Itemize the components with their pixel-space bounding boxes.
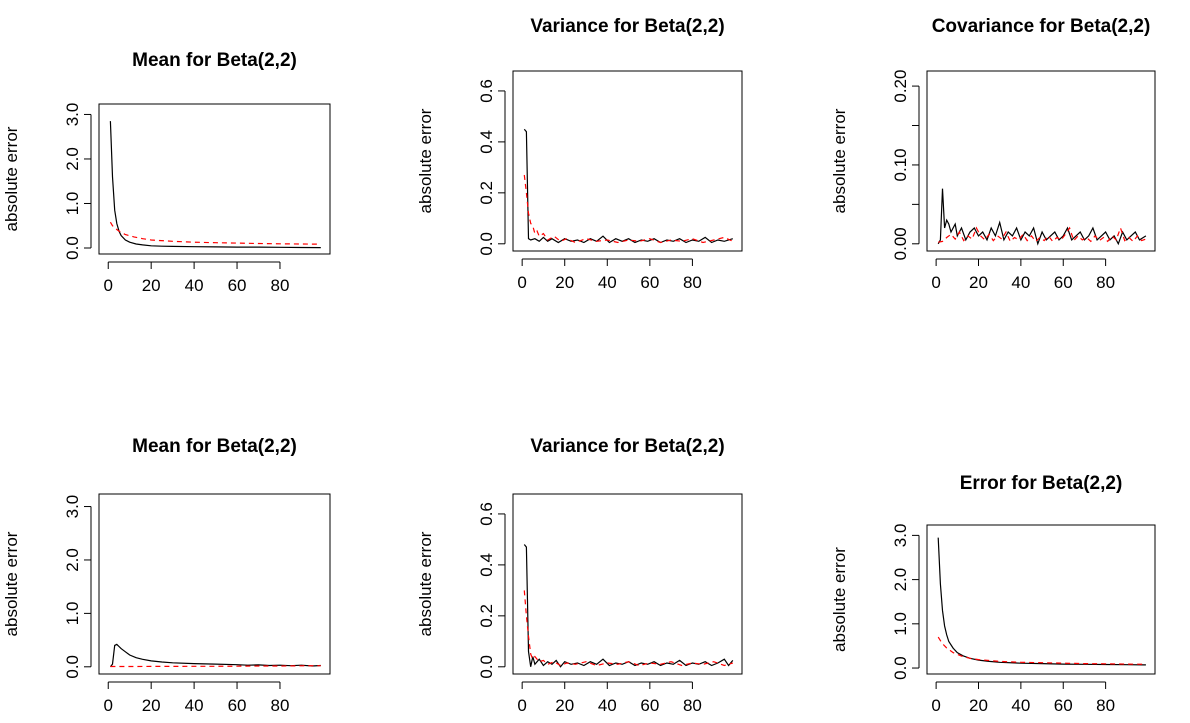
y-axis-label: absolute error bbox=[830, 547, 849, 652]
chart-title: Covariance for Beta(2,2) bbox=[932, 16, 1151, 37]
y-axis-label: absolute error bbox=[830, 108, 849, 213]
y-tick-label: 2.0 bbox=[63, 147, 82, 171]
series-line-solid bbox=[937, 537, 1146, 666]
x-tick-label: 80 bbox=[683, 696, 702, 715]
chart-panel-2: Variance for Beta(2,2) absolute error 0 20 4… bbox=[416, 16, 743, 292]
x-tick-label: 60 bbox=[228, 696, 247, 715]
x-tick-label: 40 bbox=[185, 276, 204, 295]
x-tick-label: 20 bbox=[969, 696, 988, 715]
x-tick-label: 80 bbox=[1096, 696, 1115, 715]
y-tick-label: 3.0 bbox=[63, 103, 82, 127]
x-tick-label: 80 bbox=[683, 273, 702, 292]
y-tick-label: 3.0 bbox=[891, 524, 910, 548]
y-axis-label: absolute error bbox=[416, 531, 435, 636]
y-tick-label: 1.0 bbox=[63, 192, 82, 216]
plot-frame bbox=[512, 70, 743, 252]
x-tick-label: 0 bbox=[104, 276, 113, 295]
series-line-solid bbox=[109, 643, 321, 668]
y-axis-label: absolute error bbox=[2, 531, 21, 636]
y-axis-label: absolute error bbox=[2, 126, 21, 231]
chart-panel-3: Covariance for Beta(2,2) absolute error 0 2… bbox=[830, 16, 1156, 292]
chart-panel-1: Mean for Beta(2,2) absolute error 0 20 40 60 8… bbox=[2, 50, 331, 295]
y-tick-label: 0.0 bbox=[63, 655, 82, 679]
y-tick-label: 0.0 bbox=[477, 232, 496, 256]
x-tick-label: 80 bbox=[271, 696, 290, 715]
plot-frame bbox=[98, 103, 331, 255]
x-tick-label: 20 bbox=[969, 273, 988, 292]
y-tick-label: 0.2 bbox=[477, 181, 496, 205]
y-tick-label: 0.0 bbox=[891, 656, 910, 680]
plot-frame bbox=[512, 493, 743, 675]
x-tick-label: 60 bbox=[640, 696, 659, 715]
x-tick-label: 0 bbox=[931, 696, 940, 715]
series-line-dashed bbox=[109, 221, 321, 245]
y-tick-label: 2.0 bbox=[63, 548, 82, 572]
y-tick-label: 0.4 bbox=[477, 553, 496, 577]
plot-frame bbox=[926, 524, 1156, 675]
x-tick-label: 80 bbox=[1096, 273, 1115, 292]
series-line-solid bbox=[937, 188, 1147, 246]
y-tick-label: 2.0 bbox=[891, 568, 910, 592]
series-line-dashed bbox=[523, 590, 733, 667]
x-tick-label: 20 bbox=[142, 696, 161, 715]
x-tick-label: 0 bbox=[931, 273, 940, 292]
chart-title: Mean for Beta(2,2) bbox=[132, 50, 297, 71]
x-tick-label: 20 bbox=[555, 273, 574, 292]
plot-frame bbox=[98, 493, 331, 675]
x-tick-label: 0 bbox=[104, 696, 113, 715]
y-tick-label: 0.4 bbox=[477, 130, 496, 154]
chart-panel-5: Variance for Beta(2,2) absolute error 0 20 4… bbox=[416, 436, 743, 715]
y-tick-label: 1.0 bbox=[891, 612, 910, 636]
chart-panel-6: Error for Beta(2,2) absolute error 0 20 40 60… bbox=[830, 473, 1156, 715]
x-tick-label: 0 bbox=[517, 273, 526, 292]
x-tick-label: 0 bbox=[517, 696, 526, 715]
series-line-solid bbox=[109, 121, 321, 249]
chart-title: Error for Beta(2,2) bbox=[960, 473, 1123, 494]
series-line-dashed bbox=[523, 174, 734, 244]
y-tick-label: 0.00 bbox=[891, 227, 910, 260]
y-tick-label: 0.20 bbox=[891, 70, 910, 103]
x-tick-label: 20 bbox=[555, 696, 574, 715]
x-tick-label: 40 bbox=[598, 273, 617, 292]
x-tick-label: 60 bbox=[1054, 273, 1073, 292]
y-tick-label: 3.0 bbox=[63, 495, 82, 519]
x-tick-label: 60 bbox=[640, 273, 659, 292]
x-tick-label: 40 bbox=[1011, 696, 1030, 715]
y-tick-label: 0.10 bbox=[891, 148, 910, 181]
series-line-solid bbox=[523, 544, 734, 668]
chart-title: Mean for Beta(2,2) bbox=[132, 436, 297, 457]
chart-title: Variance for Beta(2,2) bbox=[530, 436, 724, 457]
chart-title: Variance for Beta(2,2) bbox=[530, 16, 724, 37]
x-tick-label: 20 bbox=[142, 276, 161, 295]
x-tick-label: 40 bbox=[1011, 273, 1030, 292]
x-tick-label: 80 bbox=[271, 276, 290, 295]
y-tick-label: 0.6 bbox=[477, 502, 496, 526]
series-line-dashed bbox=[938, 226, 1147, 243]
y-tick-label: 0.0 bbox=[63, 236, 82, 260]
x-tick-label: 60 bbox=[1054, 696, 1073, 715]
plot-frame bbox=[926, 70, 1156, 252]
y-axis-label: absolute error bbox=[416, 108, 435, 213]
x-tick-label: 40 bbox=[598, 696, 617, 715]
series-line-dashed bbox=[937, 636, 1146, 665]
x-tick-label: 60 bbox=[228, 276, 247, 295]
chart-panel-4: Mean for Beta(2,2) absolute error 0 20 40 60 8… bbox=[2, 436, 331, 715]
y-tick-label: 1.0 bbox=[63, 602, 82, 626]
series-line-solid bbox=[523, 128, 733, 244]
y-tick-label: 0.6 bbox=[477, 79, 496, 103]
y-tick-label: 0.2 bbox=[477, 604, 496, 628]
x-tick-label: 40 bbox=[185, 696, 204, 715]
y-tick-label: 0.0 bbox=[477, 655, 496, 679]
